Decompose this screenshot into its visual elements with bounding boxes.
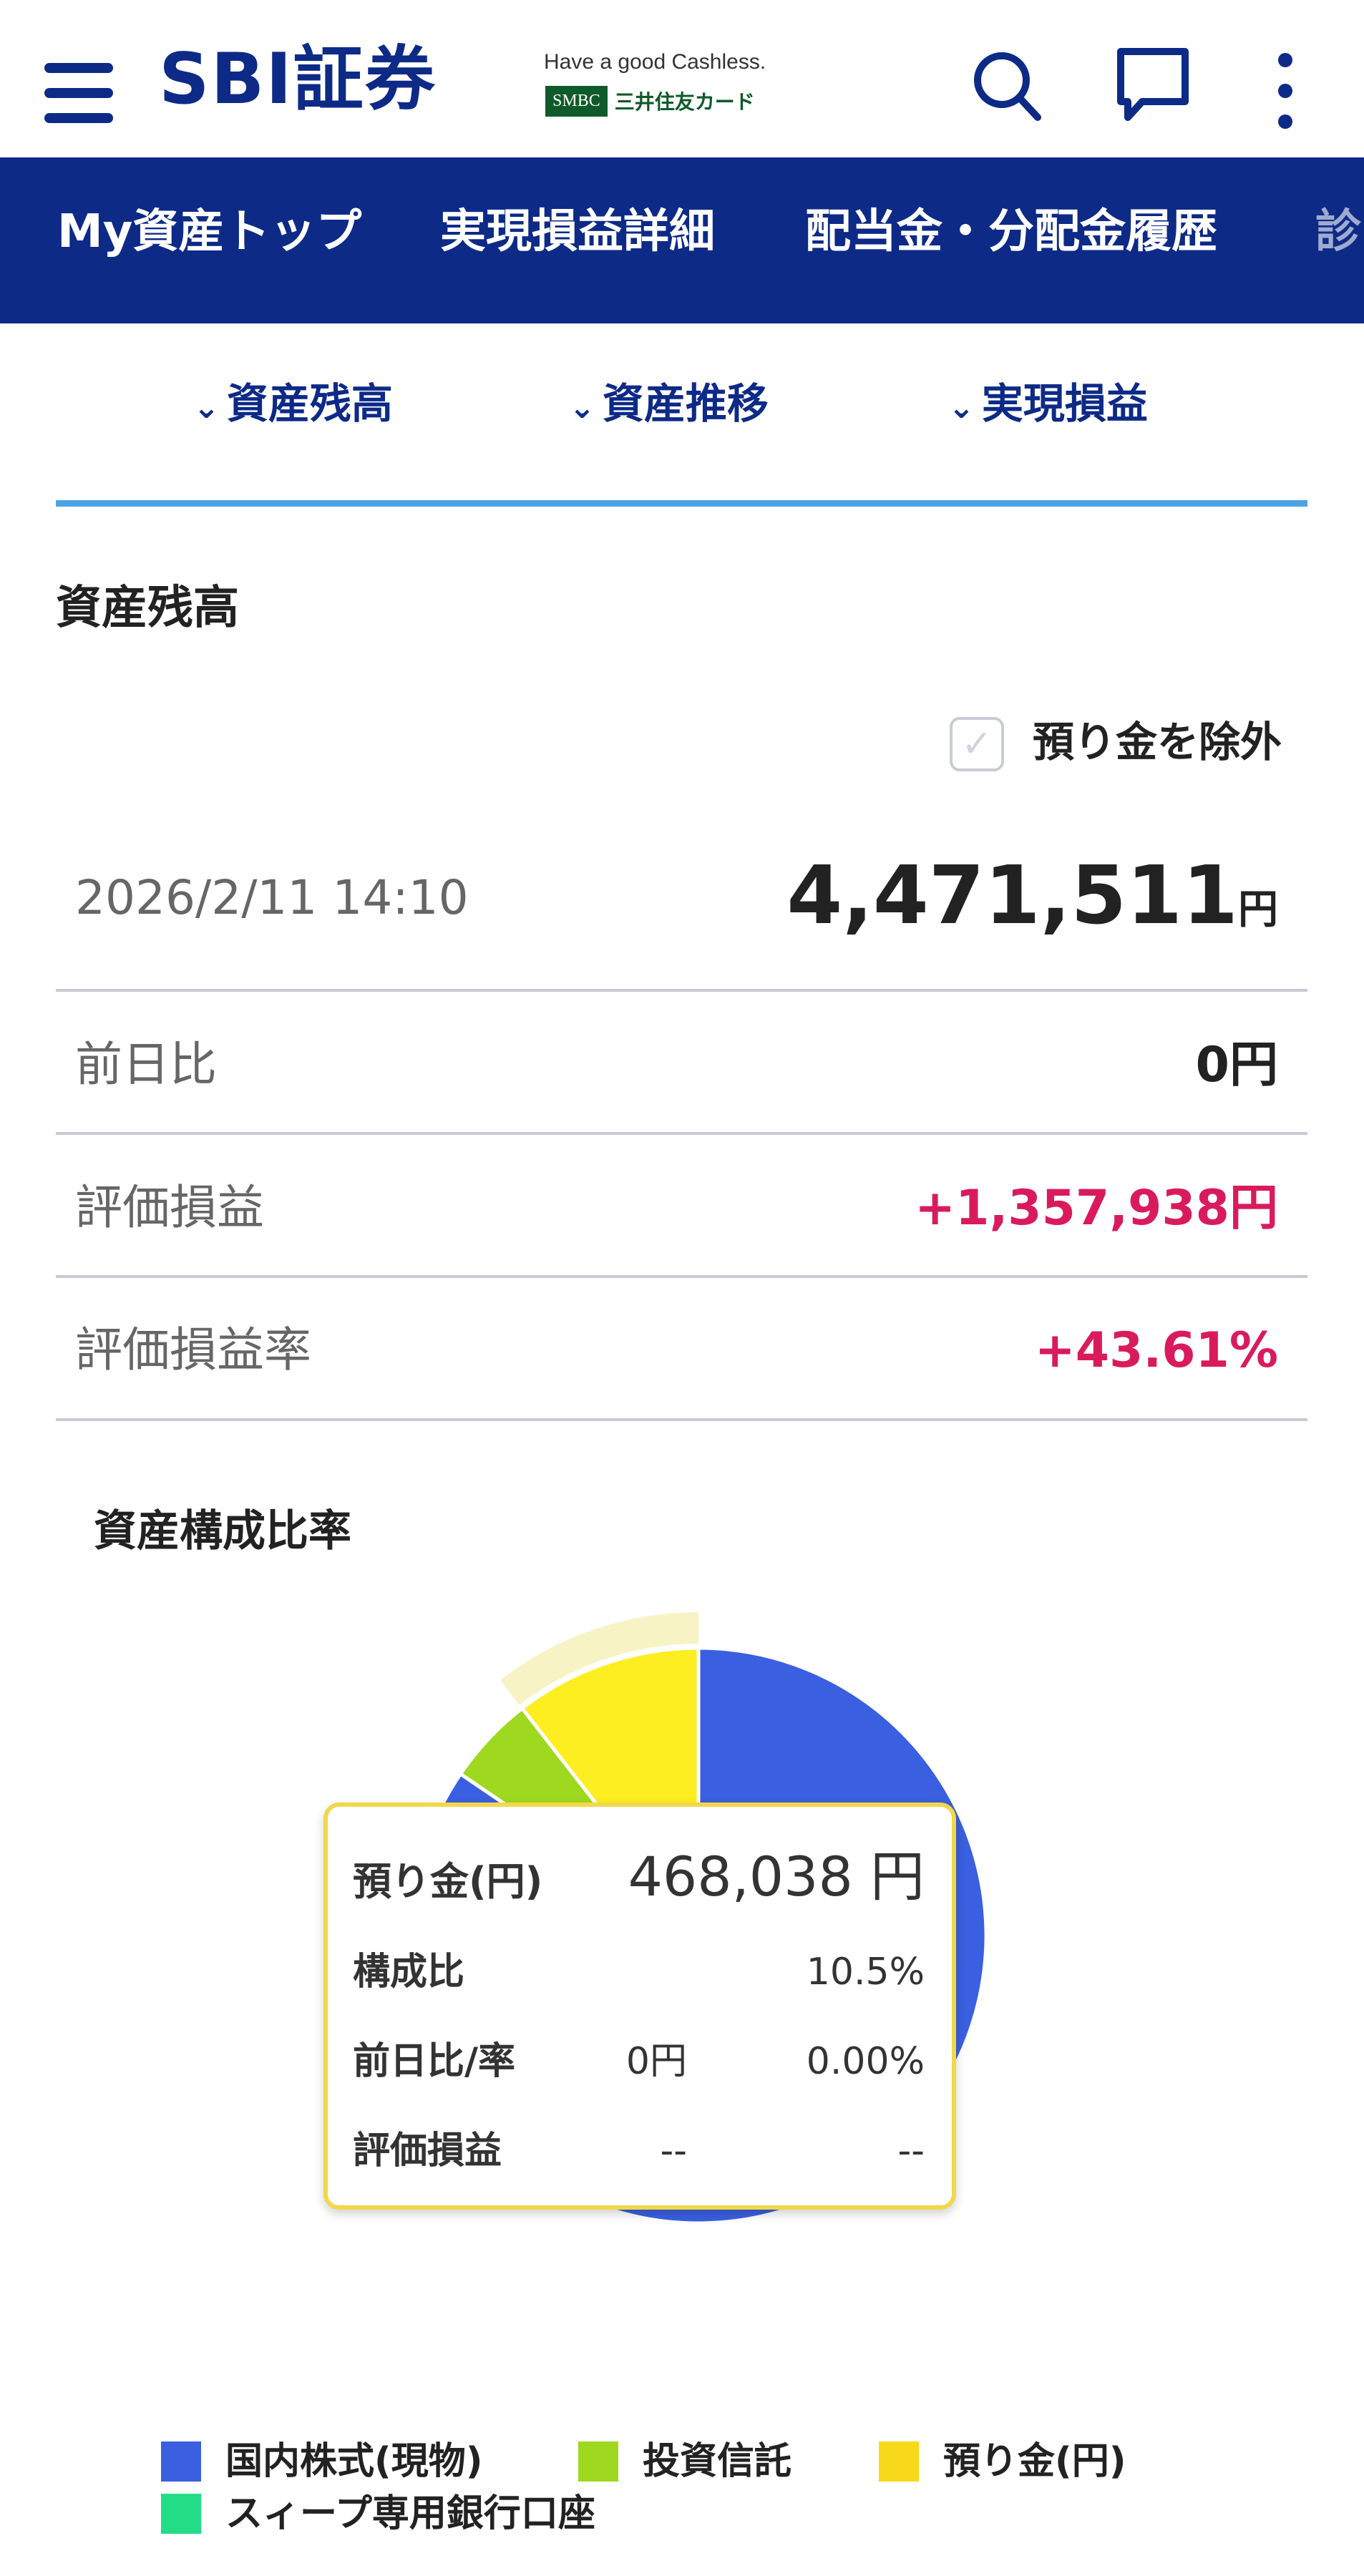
chevron-down-icon: ⌄ (948, 389, 975, 426)
tab-my-asset-top[interactable]: My資産トップ (57, 205, 362, 258)
divider (56, 1132, 1307, 1135)
day-change-value: 0円 (1195, 1037, 1278, 1093)
composition-title: 資産構成比率 (94, 1506, 351, 1556)
tooltip-ratio-label: 構成比 (353, 1951, 465, 1994)
unrealized-pl-rate-value: +43.61% (1034, 1322, 1278, 1379)
pie-slice-highlight (500, 1612, 698, 1705)
legend-swatch (879, 2441, 919, 2482)
tab-dividend-history[interactable]: 配当金・分配金履歴 (805, 205, 1217, 258)
exclude-deposit-checkbox[interactable]: ✓ (950, 717, 1004, 771)
chevron-down-icon: ⌄ (193, 389, 220, 426)
total-unit: 円 (1238, 887, 1278, 933)
smbc-text: 三井住友カード (614, 90, 755, 114)
chevron-down-icon: ⌄ (569, 389, 595, 426)
anchor-label: 資産推移 (602, 379, 769, 428)
total-assets: 4,471,511円 (786, 856, 1278, 936)
check-icon: ✓ (961, 723, 993, 766)
legend-label: 国内株式(現物) (225, 2440, 483, 2483)
tagline: Have a good Cashless. (544, 50, 766, 74)
menu-icon[interactable] (44, 63, 113, 123)
legend-swatch (161, 2494, 201, 2534)
divider (56, 1275, 1307, 1278)
legend-swatch (578, 2441, 618, 2482)
as-of-datetime: 2026/2/11 14:10 (75, 870, 469, 925)
legend-item-domestic-stock[interactable]: 国内株式(現物) (161, 2441, 483, 2482)
legend-label: スィープ専用銀行口座 (225, 2492, 595, 2535)
section-divider (56, 500, 1307, 507)
legend-label: 預り金(円) (943, 2440, 1126, 2483)
legend-item-sweep-account[interactable]: スィープ専用銀行口座 (161, 2494, 595, 2534)
legend-item-deposit[interactable]: 預り金(円) (879, 2441, 1126, 2482)
tooltip-name: 預り金(円) (353, 1859, 543, 1904)
tab-realized-pl-detail[interactable]: 実現損益詳細 (440, 205, 715, 258)
anchor-asset-balance[interactable]: ⌄ 資産残高 (193, 383, 393, 424)
anchor-asset-trend[interactable]: ⌄ 資産推移 (569, 383, 769, 424)
tab-diagnosis[interactable]: 診 (1315, 205, 1361, 258)
chat-icon[interactable] (1114, 46, 1192, 125)
legend-swatch (161, 2441, 201, 2482)
search-icon[interactable] (968, 46, 1046, 125)
unrealized-pl-label: 評価損益 (75, 1180, 264, 1235)
tooltip-change-pct: 0.00% (806, 2040, 925, 2083)
app-header: SBI証券 Have a good Cashless. SMBC 三井住友カード (0, 0, 1364, 157)
divider (56, 1418, 1307, 1421)
tooltip-pl-pct: -- (897, 2129, 925, 2172)
legend-label: 投資信託 (643, 2440, 792, 2483)
divider (56, 989, 1307, 992)
sbi-logo[interactable]: SBI証券 (159, 39, 437, 120)
tooltip-pl-yen: -- (660, 2129, 687, 2172)
tooltip-pl-label: 評価損益 (353, 2129, 502, 2172)
section-title: 資産残高 (56, 582, 239, 635)
anchor-label: 資産残高 (226, 379, 393, 428)
tooltip-ratio: 10.5% (806, 1951, 925, 1994)
main-nav: My資産トップ 実現損益詳細 配当金・分配金履歴 診 (0, 157, 1364, 323)
smbc-card-logo: SMBC 三井住友カード (545, 84, 755, 117)
anchor-realized-pl[interactable]: ⌄ 実現損益 (948, 383, 1148, 424)
exclude-deposit-label[interactable]: 預り金を除外 (1033, 718, 1282, 766)
total-amount: 4,471,511 (786, 849, 1238, 942)
smbc-badge: SMBC (545, 85, 608, 117)
day-change-label: 前日比 (75, 1037, 217, 1092)
chart-tooltip: 預り金(円) 468,038 円 構成比 10.5% 前日比/率 0円 0.00… (323, 1802, 956, 2210)
unrealized-pl-rate-label: 評価損益率 (75, 1322, 311, 1377)
tooltip-change-yen: 0円 (625, 2040, 687, 2083)
unrealized-pl-value: +1,357,938円 (915, 1180, 1278, 1236)
more-vertical-icon[interactable] (1271, 53, 1300, 129)
anchor-label: 実現損益 (981, 379, 1148, 428)
tooltip-amount: 468,038 円 (628, 1845, 925, 1908)
tooltip-change-label: 前日比/率 (353, 2040, 515, 2083)
legend-item-investment-trust[interactable]: 投資信託 (578, 2441, 791, 2482)
